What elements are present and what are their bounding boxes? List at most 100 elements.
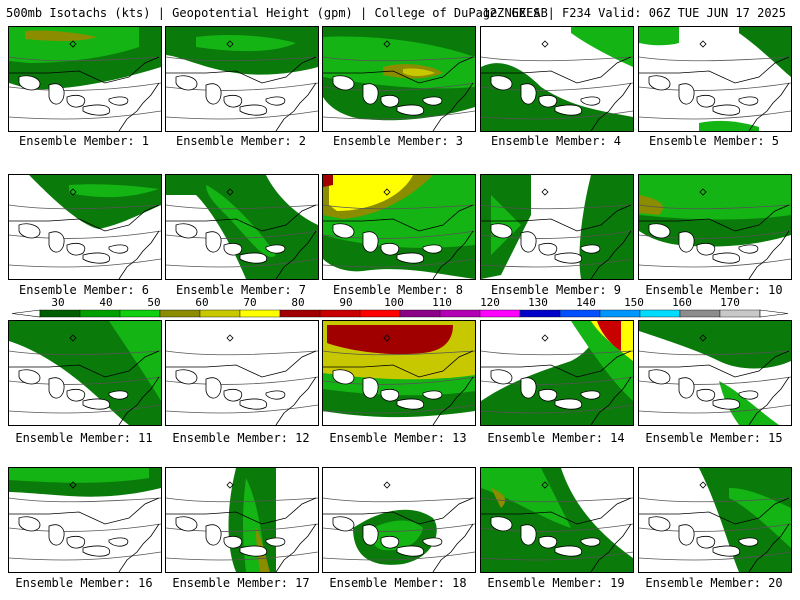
lake-outline	[678, 524, 695, 546]
colorbar-tick-label: 100	[384, 296, 404, 309]
colorbar-swatch	[439, 309, 481, 318]
colorbar-tick-label: 50	[147, 296, 160, 309]
lake-outline	[648, 223, 671, 239]
colorbar-swatch	[39, 309, 81, 318]
lake-outline	[538, 243, 558, 256]
country-border	[481, 497, 632, 525]
lake-outline	[554, 545, 583, 557]
coastline	[748, 82, 790, 131]
coastline	[432, 230, 474, 279]
lake-outline	[520, 231, 537, 253]
lake-outline	[490, 223, 513, 239]
station-marker	[226, 481, 234, 489]
country-border	[9, 56, 160, 84]
isotach-shade	[639, 195, 663, 215]
coastline	[275, 376, 317, 425]
ensemble-panel-4	[480, 26, 634, 132]
lake-outline	[712, 398, 741, 410]
isotach-shade	[329, 175, 413, 211]
country-border	[639, 56, 790, 84]
ensemble-panel-11	[8, 320, 162, 426]
panel-label: Ensemble Member: 5	[648, 134, 780, 148]
lake-outline	[239, 252, 268, 264]
height-contour	[323, 350, 475, 356]
colorbar-swatch	[279, 309, 321, 318]
height-contour	[639, 551, 791, 561]
isotach-shade	[25, 30, 97, 41]
lake-outline	[239, 398, 268, 410]
colorbar-tick-label: 60	[195, 296, 208, 309]
isotach-map	[639, 468, 791, 572]
lake-outline	[205, 524, 222, 546]
isotach-shade	[639, 175, 791, 220]
isotach-shade	[481, 468, 571, 528]
lake-outline	[82, 545, 111, 557]
ensemble-panel-5	[638, 26, 792, 132]
lake-outline	[48, 377, 65, 399]
height-contour	[166, 110, 318, 120]
height-contour	[481, 56, 633, 62]
ensemble-panel-2	[165, 26, 319, 132]
height-contour	[9, 497, 161, 503]
height-contour	[9, 350, 161, 356]
panel-label: Ensemble Member: 8	[332, 283, 464, 297]
lake-outline	[396, 398, 425, 410]
isotach-map	[9, 468, 161, 572]
station-marker	[541, 481, 549, 489]
lake-outline	[490, 369, 513, 385]
lake-outline	[66, 389, 86, 402]
lake-outline	[380, 243, 400, 256]
country-border	[166, 497, 317, 525]
country-border	[323, 56, 474, 84]
lake-outline	[396, 545, 425, 557]
lake-outline	[18, 516, 41, 532]
colorbar-tick-label: 80	[291, 296, 304, 309]
height-contour	[166, 350, 318, 356]
lake-outline	[175, 369, 198, 385]
lake-outline	[678, 377, 695, 399]
lake-outline	[696, 536, 716, 549]
isotach-shade	[323, 175, 333, 187]
lake-outline	[239, 104, 268, 116]
country-border	[481, 350, 632, 378]
lake-outline	[696, 389, 716, 402]
isotach-shade	[699, 120, 759, 131]
lake-outline	[223, 389, 243, 402]
isotach-map	[323, 321, 475, 425]
coastline	[748, 376, 790, 425]
lake-outline	[712, 104, 741, 116]
colorbar-tick-label: 170	[720, 296, 740, 309]
height-contour	[639, 204, 791, 210]
height-contour	[9, 551, 161, 561]
lake-outline	[205, 377, 222, 399]
colorbar-swatch	[679, 309, 721, 318]
isotach-map	[9, 175, 161, 279]
height-contour	[166, 497, 318, 503]
height-contour	[166, 56, 318, 62]
lake-outline	[332, 516, 355, 532]
colorbar-tick-label: 150	[624, 296, 644, 309]
panel-label: Ensemble Member: 12	[172, 431, 310, 445]
height-contour	[481, 258, 633, 268]
height-contour	[166, 258, 318, 268]
panel-label: Ensemble Member: 2	[175, 134, 307, 148]
isotach-shade	[579, 175, 633, 279]
colorbar-swatch	[599, 309, 641, 318]
coastline	[118, 82, 160, 131]
lake-outline	[490, 75, 513, 91]
height-contour	[639, 497, 791, 503]
coastline	[590, 523, 632, 572]
panel-label: Ensemble Member: 14	[487, 431, 625, 445]
colorbar-swatch	[359, 309, 401, 318]
lake-outline	[66, 243, 86, 256]
isotach-map	[481, 175, 633, 279]
panel-label: Ensemble Member: 19	[487, 576, 625, 590]
country-border	[639, 350, 790, 378]
coastline	[590, 82, 632, 131]
lake-outline	[580, 537, 601, 547]
coastline	[118, 230, 160, 279]
height-contour	[9, 56, 161, 62]
colorbar-tick-label: 130	[528, 296, 548, 309]
colorbar-legend: 30 40 50 60 70 80 90 100 110 120 130 140 150 160 170	[11, 296, 789, 318]
isotach-map	[639, 27, 791, 131]
